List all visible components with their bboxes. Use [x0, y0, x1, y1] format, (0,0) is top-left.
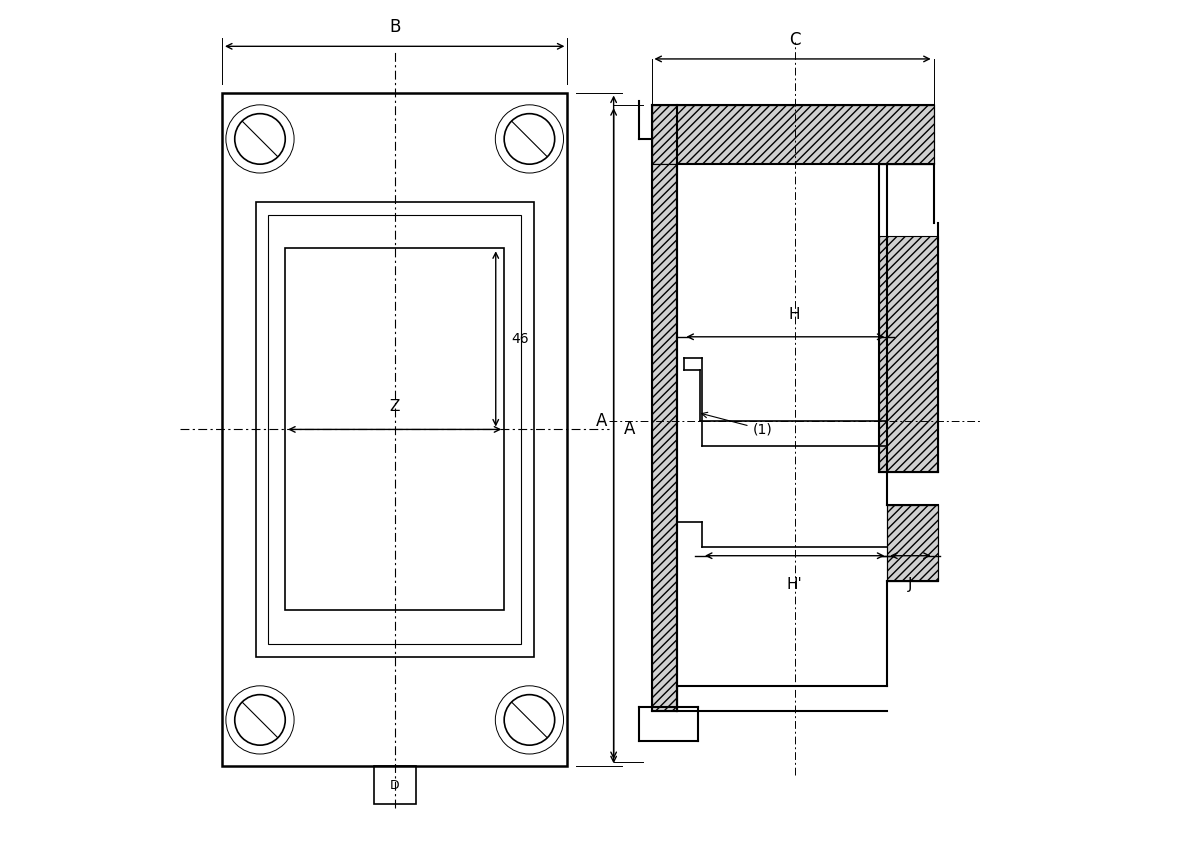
Bar: [651, 105, 934, 164]
Text: A: A: [624, 420, 635, 439]
Text: Z: Z: [389, 399, 400, 414]
Bar: [285, 248, 504, 610]
Bar: [268, 215, 520, 644]
Bar: [256, 202, 534, 657]
Text: A: A: [595, 412, 607, 430]
Text: (1): (1): [702, 413, 773, 436]
Bar: [222, 93, 567, 766]
Text: J: J: [909, 577, 912, 592]
Text: C: C: [789, 31, 801, 49]
Bar: [651, 105, 934, 164]
Bar: [887, 505, 938, 581]
Text: 46: 46: [511, 332, 529, 346]
Bar: [651, 164, 677, 711]
Text: H: H: [789, 306, 799, 322]
Bar: [374, 766, 416, 804]
Text: H': H': [787, 577, 803, 592]
Bar: [887, 505, 938, 581]
Text: D: D: [389, 779, 399, 791]
Bar: [677, 164, 879, 686]
Bar: [879, 236, 938, 472]
Text: B: B: [389, 19, 400, 36]
